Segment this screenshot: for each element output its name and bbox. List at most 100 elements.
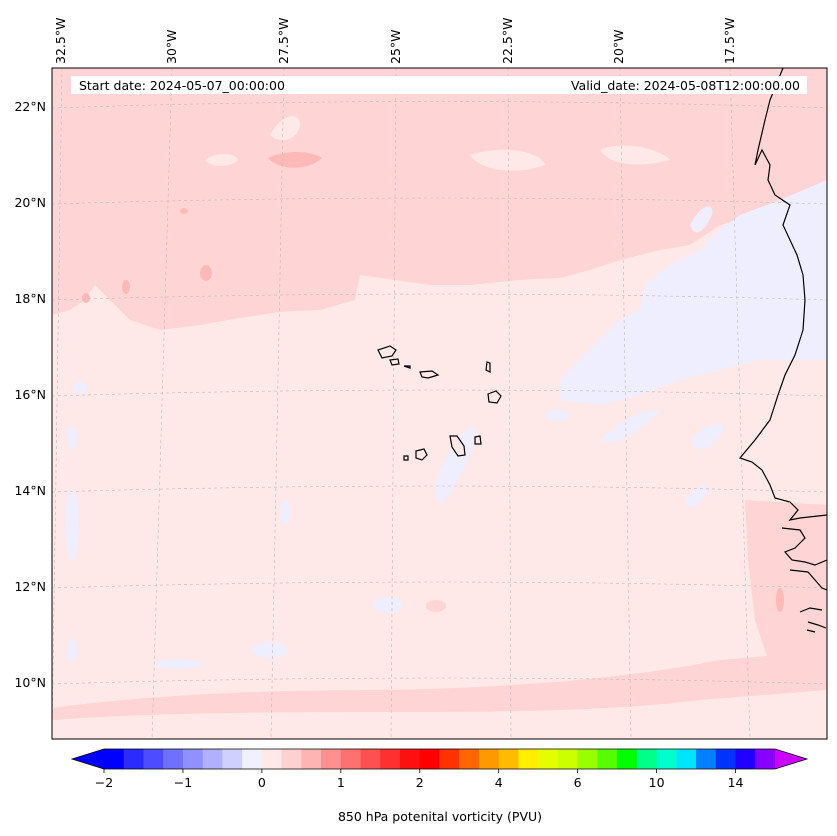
pv-positive-mid-5 [180, 208, 188, 214]
map-frame [51, 67, 828, 740]
pv-negative-streak-2 [435, 427, 478, 505]
pv-positive-mid-south-1 [426, 600, 446, 612]
colorbar-cell [696, 749, 717, 769]
pv-positive-mid-south-2 [776, 588, 784, 612]
pv-light-patch-4 [600, 145, 670, 165]
island-sal [485, 361, 491, 373]
colorbar-cell [656, 749, 677, 769]
colorbar-cell [419, 749, 440, 769]
island-fogo [415, 448, 428, 461]
pv-negative-streak-3 [600, 410, 660, 443]
colorbar-tick-label: 6 [574, 775, 582, 790]
island-santa-luzia [403, 365, 411, 369]
colorbar-cell [340, 749, 362, 769]
colorbar-tick-label: 10 [649, 775, 665, 790]
graticule [52, 68, 827, 739]
island-santiago [449, 435, 466, 457]
colorbar-tick-label: 0 [258, 775, 266, 790]
colorbar-cell [577, 749, 598, 769]
pv-negative-spot-1 [65, 490, 79, 560]
colorbar-cell [735, 749, 756, 769]
lon-label: 17.5°W [722, 18, 737, 64]
colorbar-label: 850 hPa potenital vorticity (PVU) [338, 809, 542, 824]
colorbar-cell [202, 749, 223, 769]
pv-positive-region-north [52, 68, 827, 330]
pv-positive-streak-southwest [52, 690, 827, 739]
pv-positive-streak-west-coast [745, 500, 827, 665]
lat-label: 12°N [14, 579, 46, 594]
lat-label: 18°N [14, 291, 46, 306]
colorbar-cell [478, 749, 500, 769]
start-date-box [71, 76, 321, 94]
colorbar-cell [755, 749, 776, 769]
pv-negative-spot-7 [67, 426, 77, 450]
colorbar-cell [242, 749, 263, 769]
lat-label: 10°N [14, 675, 46, 690]
pv-positive-mid-1 [268, 152, 322, 168]
latitude-labels: 22°N 20°N 18°N 16°N 14°N 12°N 10°N [14, 99, 46, 690]
colorbar-cell [459, 749, 480, 769]
pv-negative-spot-2 [280, 500, 292, 524]
lon-label: 32.5°W [53, 18, 68, 64]
colorbar-cell [439, 749, 460, 769]
colorbar-cell [538, 749, 559, 769]
pv-negative-region-east [560, 180, 827, 405]
pv-negative-streak-1 [690, 206, 713, 233]
pv-negative-spot-4 [153, 659, 203, 669]
colorbar-extend-left [72, 749, 104, 769]
colorbar-cell [360, 749, 381, 769]
island-santo-antao [377, 345, 397, 359]
lon-label: 22.5°W [500, 18, 515, 64]
colorbar-tick-label: 1 [337, 775, 345, 790]
cape-verde-islands [377, 345, 502, 461]
lat-label: 14°N [14, 483, 46, 498]
colorbar-cell [261, 749, 283, 769]
header-strip [321, 76, 807, 94]
pv-light-patch-3 [470, 149, 545, 171]
valid-date-text: Valid_date: 2024-05-08T12:00:00.00 [571, 78, 800, 93]
lon-label: 25°W [388, 29, 403, 64]
colorbar-cell [617, 749, 638, 769]
pv-light-patch-2 [205, 154, 238, 166]
pv-negative-streak-5 [685, 484, 708, 508]
pv-negative-spot-5 [373, 597, 403, 613]
island-brava [403, 455, 409, 461]
lat-label: 22°N [14, 99, 46, 114]
pv-positive-region-northwest [52, 68, 150, 280]
colorbar-cell [143, 749, 164, 769]
pv-positive-mid-4 [82, 293, 90, 303]
colorbar-cell [301, 749, 322, 769]
colorbar-cell [557, 749, 579, 769]
colorbar-cell [597, 749, 618, 769]
colorbar-tick-label: 2 [416, 775, 424, 790]
lat-label: 20°N [14, 195, 46, 210]
lon-label: 27.5°W [276, 18, 291, 64]
colorbar-cell [281, 749, 302, 769]
map-panel [52, 68, 827, 739]
island-sao-nicolau [419, 370, 440, 379]
colorbar-cell [182, 749, 204, 769]
colorbar-cell [222, 749, 243, 769]
pv-positive-mid-2 [200, 265, 212, 281]
longitude-labels: 32.5°W 30°W 27.5°W 25°W 22.5°W 20°W 17.5… [53, 18, 737, 64]
colorbar-cell [715, 749, 737, 769]
lat-label: 16°N [14, 387, 46, 402]
pv-negative-spot-9 [546, 409, 570, 421]
pv-light-patch-1 [270, 116, 300, 141]
island-maio [474, 435, 482, 445]
colorbar-tick-label: 4 [495, 775, 503, 790]
colorbar-tick-label: 14 [728, 775, 744, 790]
lon-label: 20°W [611, 29, 626, 64]
colorbar-cell [163, 749, 184, 769]
colorbar-cell [380, 749, 401, 769]
pv-negative-streak-4 [690, 424, 725, 450]
colorbar-cells [104, 749, 776, 769]
colorbar-cell [518, 749, 539, 769]
colorbar-cell [400, 749, 421, 769]
start-date-text: Start date: 2024-05-07_00:00:00 [79, 78, 285, 93]
colorbar-cell [104, 749, 125, 769]
colorbar-tick-label: −2 [95, 775, 113, 790]
pv-negative-spot-3 [252, 642, 288, 658]
colorbar-cell [636, 749, 658, 769]
